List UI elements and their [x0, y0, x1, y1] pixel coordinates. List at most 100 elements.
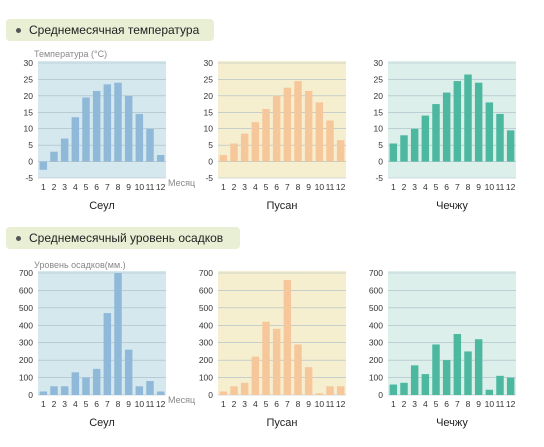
precip-jeju-y-tick-label: 400: [369, 320, 383, 330]
temp-busan-x-tick-label: 11: [326, 182, 335, 192]
precip-jeju-bar: [442, 360, 451, 395]
precip-busan-y-tick-label: 300: [199, 338, 213, 348]
temp-jeju-bar: [442, 92, 451, 162]
temp-jeju-y-tick-label: 30: [374, 58, 384, 68]
precip-busan-bar: [230, 386, 238, 395]
precip-busan-bar: [326, 386, 334, 395]
precip-busan-y-tick-label: 0: [208, 390, 213, 400]
precip-busan-bar: [251, 356, 260, 395]
precip-seoul-x-tick-label: 2: [52, 399, 57, 409]
temp-seoul-x-tick-label: 1: [41, 182, 46, 192]
precip-seoul-bar: [156, 391, 165, 395]
temp-jeju-bar: [389, 143, 398, 162]
temp-seoul-x-tick-label: 5: [84, 182, 89, 192]
precip-seoul-plot-background: [38, 271, 166, 395]
precip-jeju-x-tick-label: 8: [466, 399, 471, 409]
precip-busan-y-tick-label: 600: [199, 285, 213, 295]
precip-busan-y-tick-label: 100: [199, 373, 213, 383]
precip-jeju-y-tick-label: 500: [369, 303, 383, 313]
temp-jeju-x-tick-label: 2: [402, 182, 407, 192]
precip-seoul-y-tick-label: 700: [19, 268, 33, 278]
precip-jeju-bar: [464, 351, 472, 395]
precip-seoul-bar: [103, 313, 112, 395]
precip-jeju-bar: [389, 384, 398, 395]
temp-jeju-x-tick-label: 7: [455, 182, 460, 192]
temp-jeju-x-tick-label: 8: [466, 182, 471, 192]
precip-seoul-x-tick-label: 12: [156, 399, 166, 409]
temp-seoul-x-tick-label: 10: [135, 182, 145, 192]
precip-seoul-bar: [92, 368, 101, 395]
temp-seoul-y-tick-label: 10: [24, 124, 34, 134]
precip-seoul-bar: [114, 273, 122, 395]
temp-busan-x-tick-label: 3: [242, 182, 247, 192]
precip-jeju-x-tick-label: 3: [412, 399, 417, 409]
temp-jeju-x-tick-label: 4: [423, 182, 428, 192]
temp-jeju-plot-background: [388, 61, 516, 178]
precip-busan-city-title: Пусан: [267, 417, 298, 429]
precip-busan-x-tick-label: 6: [274, 399, 279, 409]
precip-jeju-x-tick-label: 2: [402, 399, 407, 409]
temp-seoul-bar: [114, 82, 122, 162]
precip-busan-y-tick-label: 200: [199, 355, 213, 365]
precip-seoul-bar: [146, 381, 154, 395]
bullet-icon: [16, 27, 21, 33]
temperature-section-title: Среднемесячная температура: [29, 23, 200, 37]
precip-seoul-city-title: Сеул: [89, 417, 115, 429]
precip-busan-bar: [240, 382, 249, 395]
temp-busan-x-tick-label: 7: [285, 182, 290, 192]
temp-busan-bar: [251, 122, 260, 162]
temp-jeju-x-tick-label: 3: [412, 182, 417, 192]
precip-seoul-bar: [124, 349, 133, 395]
precip-busan-bar: [219, 391, 228, 395]
temp-seoul-bar: [124, 95, 133, 162]
temp-seoul-y-axis-label: Температура (°C): [34, 49, 107, 59]
temp-busan-y-tick-label: 10: [204, 124, 214, 134]
temp-busan-y-tick-label: -5: [205, 173, 213, 183]
precip-jeju-bar: [506, 377, 515, 395]
precip-busan-x-tick-label: 1: [221, 399, 226, 409]
precip-seoul-y-axis-label: Уровень осадков(мм.): [34, 260, 126, 270]
precip-seoul-y-tick-label: 0: [28, 390, 33, 400]
temp-jeju-bar: [506, 130, 515, 162]
precip-seoul-x-tick-label: 11: [146, 399, 155, 409]
temp-busan-city-title: Пусан: [267, 200, 298, 212]
precip-jeju-y-tick-label: 700: [369, 268, 383, 278]
temp-busan-x-tick-label: 5: [264, 182, 269, 192]
temp-busan-y-tick-label: 25: [204, 74, 214, 84]
temp-seoul-bar: [60, 138, 69, 162]
temp-jeju-bar: [464, 74, 472, 162]
temp-busan-y-tick-label: 5: [208, 140, 213, 150]
precip-seoul-bar: [82, 377, 90, 395]
precip-jeju-x-tick-label: 9: [476, 399, 481, 409]
temp-busan-bar: [315, 102, 324, 162]
precip-jeju-x-tick-label: 10: [485, 399, 495, 409]
precip-jeju-x-tick-label: 11: [496, 399, 505, 409]
temp-seoul-bar: [103, 84, 112, 162]
precip-jeju-y-tick-label: 200: [369, 355, 383, 365]
temp-seoul-x-tick-label: 9: [126, 182, 131, 192]
precip-busan-x-tick-label: 4: [253, 399, 258, 409]
precip-busan-x-tick-label: 8: [296, 399, 301, 409]
temp-busan-bar: [326, 120, 334, 162]
temp-jeju-bar: [410, 128, 419, 162]
temp-jeju-bar: [421, 115, 430, 162]
precip-busan-bar: [294, 344, 302, 395]
precip-busan-x-tick-label: 10: [315, 399, 325, 409]
temp-seoul-bar: [135, 113, 144, 162]
temp-jeju-x-tick-label: 9: [476, 182, 481, 192]
temp-seoul-plot-background: [38, 61, 166, 178]
temp-jeju-bar: [496, 113, 504, 162]
precip-seoul-x-axis-label: Месяц: [168, 395, 195, 405]
precip-seoul-bar: [39, 391, 48, 395]
temp-jeju-y-tick-label: 20: [374, 91, 384, 101]
precip-busan-x-tick-label: 2: [232, 399, 237, 409]
temp-jeju-x-tick-label: 12: [506, 182, 516, 192]
precip-jeju-y-tick-label: 0: [378, 390, 383, 400]
precip-seoul-bar: [71, 372, 80, 395]
precip-busan-x-tick-label: 12: [336, 399, 346, 409]
temp-jeju-x-tick-label: 1: [391, 182, 396, 192]
temp-jeju-y-tick-label: 10: [374, 124, 384, 134]
temp-busan-bar: [336, 140, 345, 162]
temp-seoul-bar: [92, 90, 101, 162]
temp-jeju-bar: [453, 81, 462, 162]
